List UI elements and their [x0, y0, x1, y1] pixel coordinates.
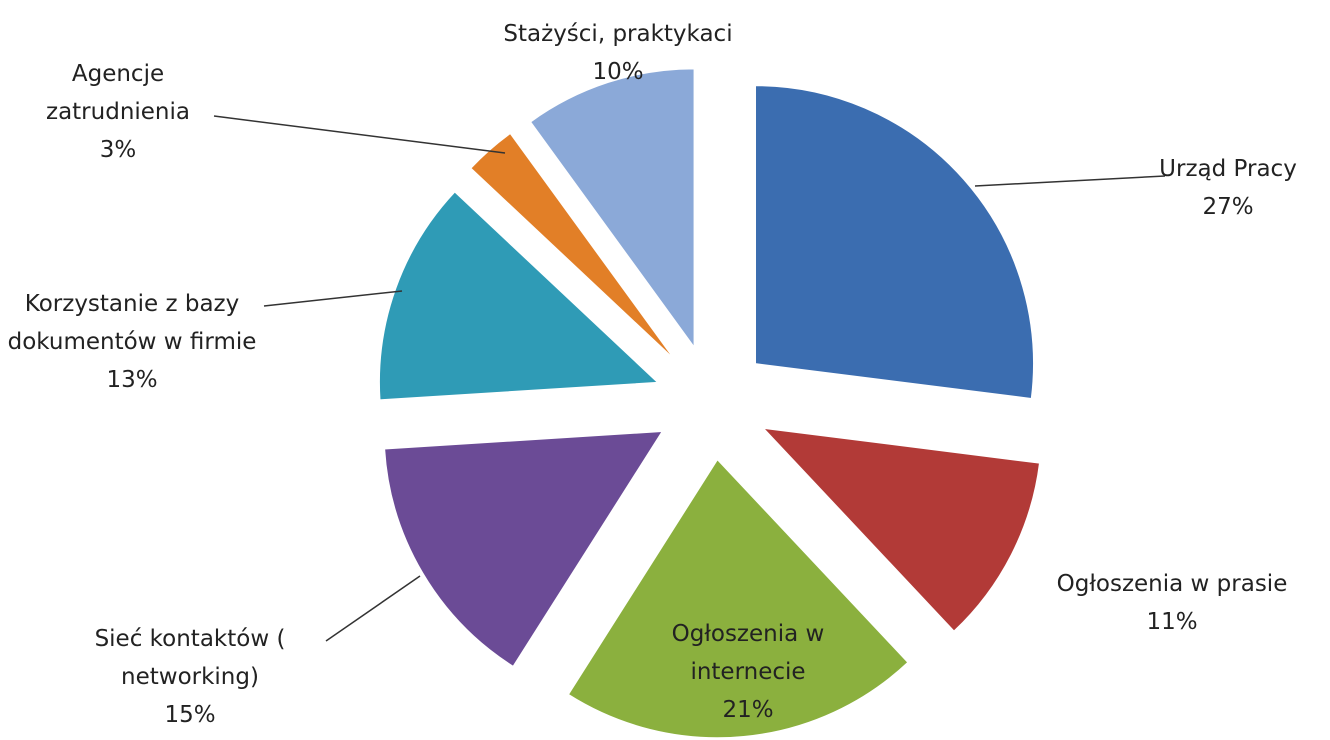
value-label: 15%: [164, 702, 216, 728]
pie-slice: [529, 68, 695, 349]
category-label: Sieć kontaktów ( networking): [94, 626, 286, 690]
category-label: Stażyści, praktykaci: [503, 21, 733, 47]
leader-line: [213, 115, 506, 154]
slice-label: Stażyści, praktykaci 10%: [458, 15, 778, 91]
leader-line: [974, 175, 1166, 187]
slice-label: Agencje zatrudnienia 3%: [38, 55, 198, 169]
category-label: Ogłoszenia w internecie: [671, 621, 825, 685]
value-label: 13%: [106, 367, 158, 393]
pie-slice: [567, 458, 909, 739]
pie-slice: [470, 132, 675, 359]
pie-slice: [755, 85, 1034, 400]
slice-label: Ogłoszenia w internecie 21%: [653, 615, 843, 729]
value-label: 10%: [592, 59, 644, 85]
slice-label: Sieć kontaktów ( networking) 15%: [90, 620, 290, 734]
slice-label: Urząd Pracy 27%: [1128, 150, 1328, 226]
slice-label: Korzystanie z bazy dokumentów w firmie 13…: [7, 285, 257, 399]
value-label: 27%: [1202, 194, 1254, 220]
category-label: Ogłoszenia w prasie: [1056, 571, 1288, 597]
pie-slice: [378, 191, 659, 401]
category-label: Agencje zatrudnienia: [46, 61, 190, 125]
value-label: 11%: [1146, 609, 1198, 635]
pie-slice: [384, 430, 664, 667]
value-label: 3%: [99, 137, 137, 163]
value-label: 21%: [722, 697, 774, 723]
pie-slice: [762, 427, 1041, 632]
category-label: Urząd Pracy: [1159, 156, 1297, 182]
leader-line: [325, 575, 421, 642]
slice-label: Ogłoszenia w prasie 11%: [1022, 565, 1322, 641]
leader-line: [263, 290, 403, 307]
category-label: Korzystanie z bazy dokumentów w firmie: [7, 291, 257, 355]
